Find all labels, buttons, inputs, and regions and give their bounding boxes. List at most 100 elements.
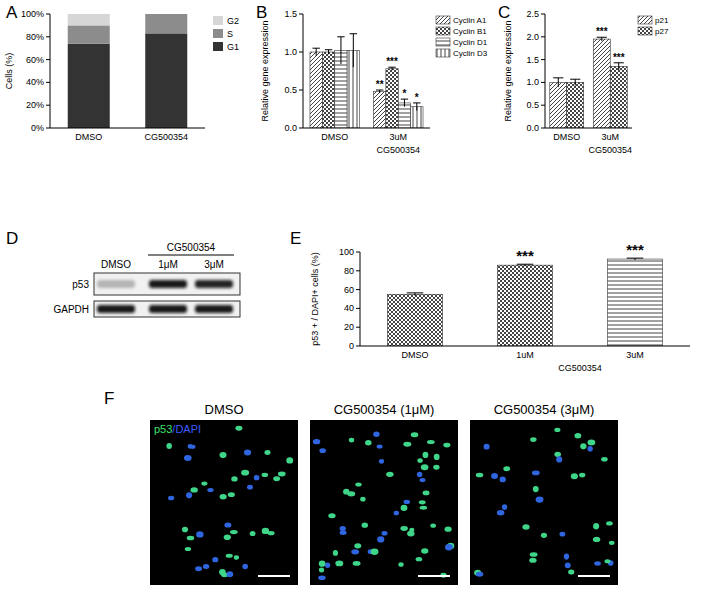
blot-band [149,305,187,313]
nucleus [609,541,615,545]
bar [498,265,553,346]
blot-band [195,280,233,288]
error-bar [401,99,408,107]
legend-swatch [213,42,223,51]
nucleus [503,466,510,471]
panel-label: A [6,3,18,22]
nucleus [593,537,600,542]
y-tick [541,59,545,60]
bar [322,52,334,128]
nucleus [522,524,529,529]
nucleus [371,549,379,555]
x-group-label: CG500354 [558,363,602,373]
nucleus [419,478,425,482]
nucleus [530,437,536,442]
western-blot: CG500354DMSO1μM3μMp53GAPDH [53,242,240,317]
nucleus [231,476,237,481]
y-tick-label: 1.0 [284,47,297,57]
nucleus [423,491,430,496]
nucleus [421,464,429,470]
y-tick-label: 0.0 [526,123,539,133]
y-tick-label: 40 [344,303,354,313]
y-axis [50,14,51,128]
error-bar [337,37,344,64]
nucleus [185,547,191,551]
y-tick-label: 0% [31,123,44,133]
y-tick-label: 20% [26,100,44,110]
nucleus [491,473,498,479]
nucleus [554,452,561,457]
nucleus [234,555,239,560]
error-bar [312,48,319,56]
nucleus [264,450,270,455]
nucleus [201,481,207,485]
blot-treatment: CG500354 [167,242,216,253]
legend-label: Cyclin B1 [453,27,487,36]
nucleus [423,452,429,458]
x-axis [50,128,205,129]
nucleus [196,531,203,537]
blot-band [195,305,233,313]
significance: *** [516,247,534,264]
nucleus [532,471,540,476]
nucleus [187,536,194,541]
y-tick-label: 40% [26,77,44,87]
nucleus [195,566,202,571]
micrographs: DMSOCG500354 (1μM)CG500354 (3μM)p53/DAPI [150,402,618,585]
nucleus [247,485,253,490]
plot-area [550,39,627,128]
error-bar [388,67,395,70]
bar [388,294,443,346]
nucleus [565,562,571,568]
lane-label: DMSO [101,259,131,270]
bar [593,39,610,128]
significance: * [402,88,406,99]
nucleus [353,561,361,566]
legend-swatch [213,16,223,25]
nucleus [340,530,347,535]
x-axis [303,128,430,129]
nucleus [445,527,452,532]
y-tick-label: 1.5 [526,55,539,65]
lane-label: 1μM [158,259,178,270]
y-tick-label: 0.5 [284,85,297,95]
nucleus [286,457,293,463]
x-group-label: CG500354 [588,145,632,155]
nucleus [362,523,368,528]
nucleus [168,496,174,501]
nucleus [241,470,249,476]
nucleus [219,569,226,575]
significance: *** [613,52,625,63]
scale-bar [258,575,290,577]
nucleus [262,473,269,477]
nucleus [273,476,280,481]
error-bar [413,103,420,111]
nucleus [319,448,326,453]
nucleus [606,521,613,525]
significance: * [415,92,419,103]
y-tick [356,289,360,290]
nucleus [536,496,544,502]
y-tick [299,128,303,129]
nucleus [227,571,234,577]
nucleus [420,506,428,510]
error-bar [627,258,644,260]
bar-segment [145,14,187,15]
nucleus [335,561,343,567]
x-axis [545,128,632,129]
nucleus [340,526,346,531]
nucleus [220,494,227,500]
y-tick-label: 1.0 [526,77,539,87]
nucleus [319,561,326,567]
y-tick-label: 80 [344,266,354,276]
nucleus [564,554,569,560]
x-tick-label: DMSO [402,350,429,360]
legend-label: p21 [655,16,669,25]
nucleus [433,465,439,470]
significance: *** [596,26,608,37]
nucleus [530,552,538,557]
x-tick-label: 3uM [626,350,644,360]
y-tick-label: 60 [344,285,354,295]
nucleus [593,523,599,529]
nucleus [355,482,361,486]
